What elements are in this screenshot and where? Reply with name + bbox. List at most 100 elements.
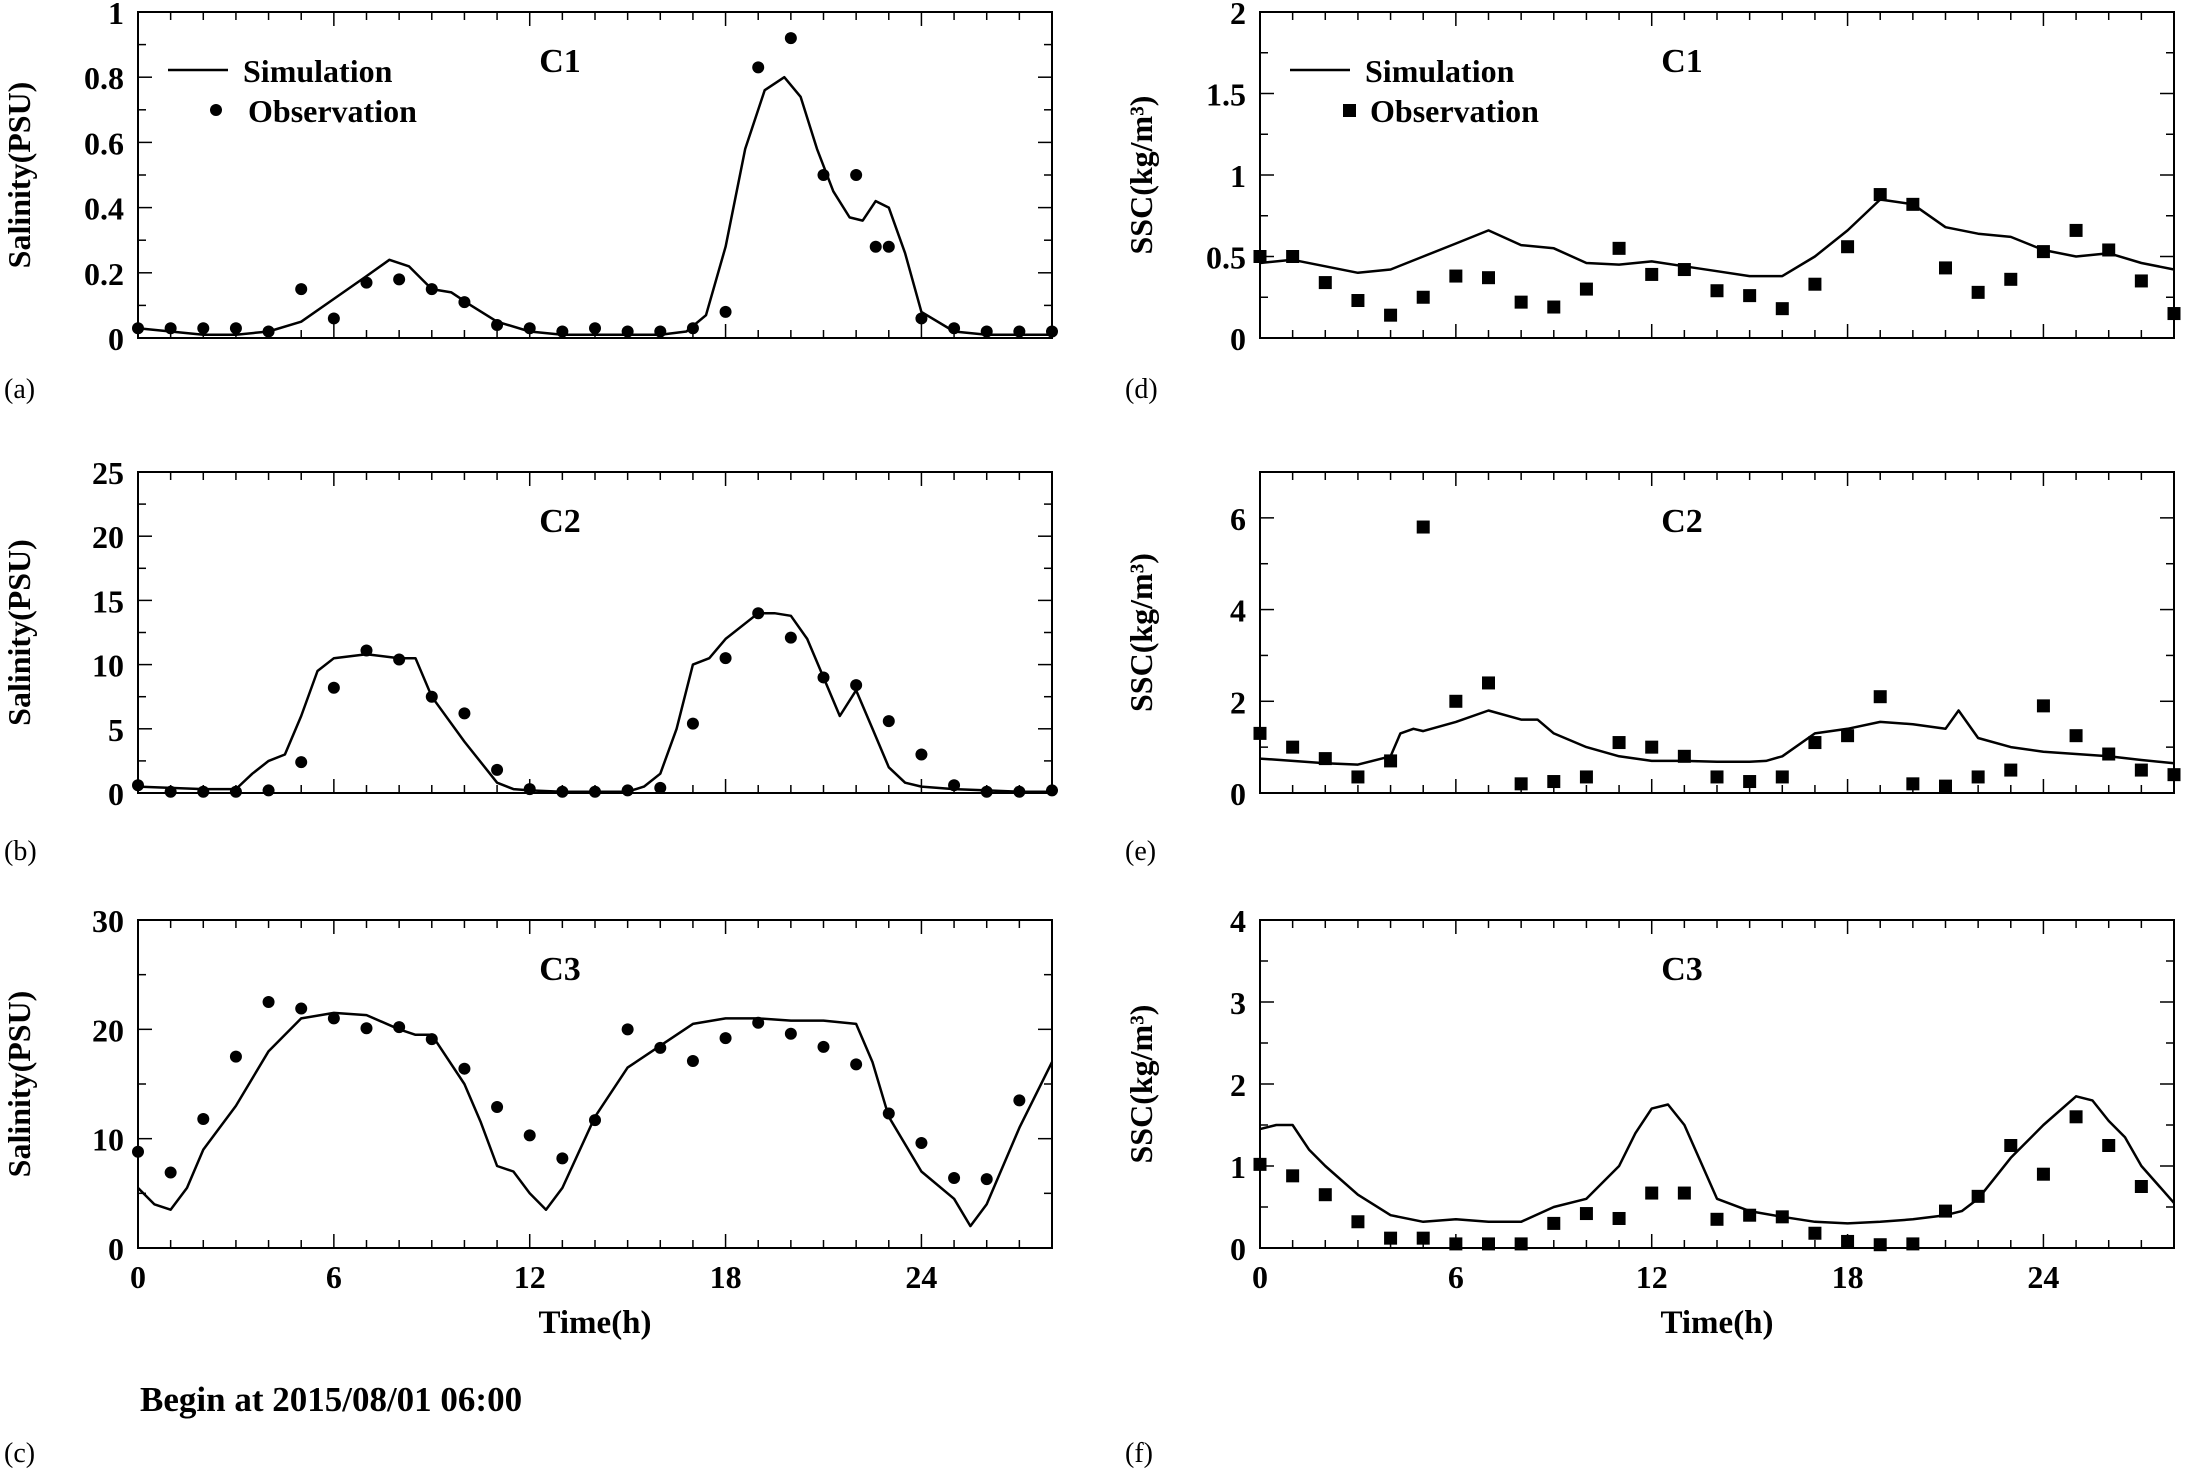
observation-point xyxy=(1808,736,1822,750)
y-axis-label: SSC(kg/m³) xyxy=(1123,96,1159,255)
observation-point xyxy=(915,1137,928,1150)
station-title: C1 xyxy=(539,43,581,80)
observation-point xyxy=(1645,740,1659,754)
observation-point xyxy=(869,240,882,253)
observation-point xyxy=(425,1033,438,1046)
observation-point xyxy=(621,784,634,797)
observation-point xyxy=(1286,740,1300,754)
simulation-line xyxy=(1259,1095,2175,1225)
legend-observation-label: Observation xyxy=(1370,93,1539,129)
observation-point xyxy=(1873,1238,1887,1252)
observation-point xyxy=(980,325,993,338)
observation-point xyxy=(1318,1188,1332,1202)
simulation-line xyxy=(1259,198,2175,278)
observation-point xyxy=(589,785,601,798)
observation-point xyxy=(1351,294,1365,308)
observation-point xyxy=(817,671,830,684)
y-tick-label: 20 xyxy=(92,1012,124,1048)
observation-point xyxy=(1612,241,1626,255)
observation-point xyxy=(1939,779,1952,793)
x-tick-label: 6 xyxy=(1448,1259,1464,1295)
observation-point xyxy=(719,1032,732,1045)
observation-point xyxy=(589,1114,601,1127)
legend-simulation-label: Simulation xyxy=(243,53,393,89)
simulation-line xyxy=(1259,709,2175,766)
legend-marker-swatch xyxy=(1343,104,1356,117)
y-tick-label: 1 xyxy=(1230,158,1246,194)
observation-point xyxy=(1710,284,1724,298)
simulation-line xyxy=(137,75,1052,336)
observation-point xyxy=(1318,752,1332,766)
y-tick-label: 20 xyxy=(92,519,124,555)
panel-label: (f) xyxy=(1125,1438,1153,1469)
observation-point xyxy=(2036,1167,2050,1181)
observation-point xyxy=(719,305,732,318)
observation-point xyxy=(458,296,471,309)
panel-label: (b) xyxy=(4,836,37,867)
observation-point xyxy=(1286,1169,1300,1183)
observation-point xyxy=(556,785,569,798)
y-tick-label: 2 xyxy=(1230,1067,1246,1103)
observation-point xyxy=(1775,1210,1789,1224)
y-tick-label: 5 xyxy=(108,712,124,748)
observation-point xyxy=(686,322,699,335)
observation-point xyxy=(1906,1237,1920,1251)
observation-point xyxy=(1743,1208,1757,1222)
y-tick-label: 0 xyxy=(1230,1231,1246,1267)
y-tick-label: 0.8 xyxy=(84,60,124,96)
observation-point xyxy=(1013,1094,1026,1107)
y-axis-label: Salinity(PSU) xyxy=(1,991,37,1178)
observation-point xyxy=(360,1022,373,1035)
observation-point xyxy=(229,322,242,335)
observation-point xyxy=(1351,770,1365,784)
observation-point xyxy=(1873,690,1887,704)
observation-point xyxy=(1612,1211,1626,1225)
observation-point xyxy=(295,1002,308,1015)
observation-point xyxy=(752,61,765,74)
start-time-note: Begin at 2015/08/01 06:00 xyxy=(140,1380,523,1419)
observation-point xyxy=(327,312,340,325)
observation-point xyxy=(197,322,210,335)
observation-point xyxy=(132,779,144,792)
observation-point xyxy=(654,1041,667,1054)
y-tick-label: 6 xyxy=(1230,501,1246,537)
station-title: C1 xyxy=(1661,43,1703,80)
x-tick-label: 0 xyxy=(130,1259,146,1295)
x-tick-label: 12 xyxy=(1636,1259,1668,1295)
observation-point xyxy=(2069,223,2083,237)
observation-point xyxy=(752,1016,765,1029)
y-axis-label: Salinity(PSU) xyxy=(1,82,37,269)
observation-point xyxy=(523,1129,536,1142)
observation-point xyxy=(915,748,928,761)
observation-point xyxy=(360,276,373,289)
station-title: C2 xyxy=(539,503,581,540)
observation-point xyxy=(948,1172,961,1185)
observation-point xyxy=(1743,289,1757,303)
observation-point xyxy=(1873,188,1887,202)
observation-point xyxy=(1547,1216,1561,1230)
observation-point xyxy=(850,679,863,692)
y-tick-label: 2 xyxy=(1230,684,1246,720)
observation-point xyxy=(1579,770,1593,784)
observation-point xyxy=(621,325,634,338)
observation-point xyxy=(132,322,144,335)
observation-point xyxy=(980,785,993,798)
observation-point xyxy=(1514,777,1528,791)
observation-point xyxy=(1253,1157,1267,1171)
observation-point xyxy=(915,312,928,325)
y-tick-label: 10 xyxy=(92,648,124,684)
observation-point xyxy=(295,283,308,296)
plot-frame xyxy=(137,919,1053,1249)
observation-point xyxy=(686,717,699,730)
y-tick-label: 1 xyxy=(108,0,124,31)
observation-point xyxy=(1579,282,1593,296)
y-tick-label: 0.6 xyxy=(84,125,124,161)
observation-point xyxy=(1612,736,1626,750)
chart-panel-b: 0 5 10 15 20 25 Salinity(PSU) C2 (b) xyxy=(1,455,1058,867)
observation-point xyxy=(1906,777,1920,791)
observation-point xyxy=(1645,267,1659,281)
observation-point xyxy=(491,318,504,331)
observation-point xyxy=(817,1040,830,1053)
observation-point xyxy=(784,631,797,644)
